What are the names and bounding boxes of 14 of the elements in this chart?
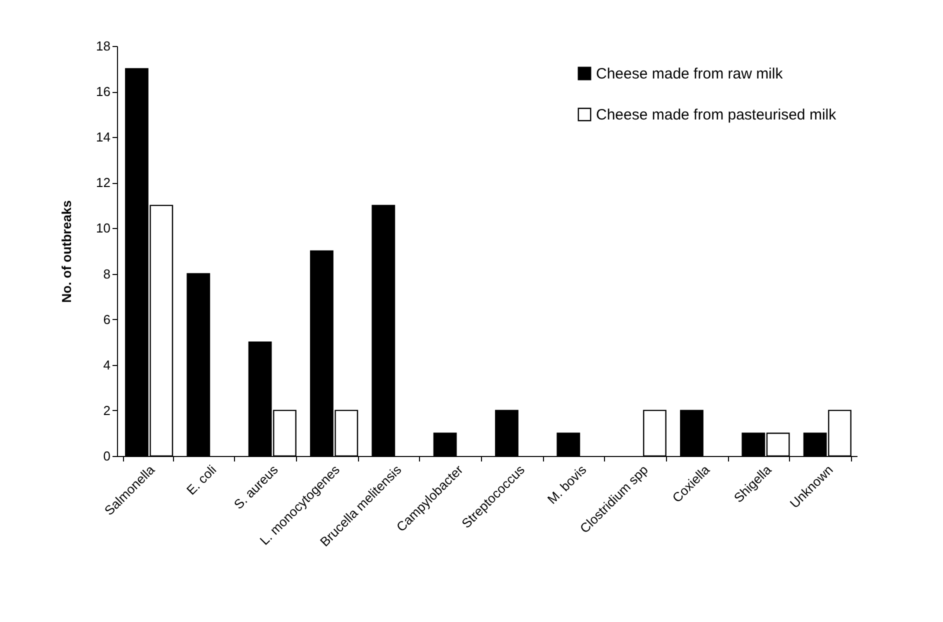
y-tick-label: 0 bbox=[103, 448, 110, 464]
y-tick-label: 6 bbox=[103, 312, 110, 327]
y-tick-label: 8 bbox=[103, 266, 110, 282]
legend-label: Cheese made from pasteurised milk bbox=[596, 106, 837, 124]
y-tick-label: 16 bbox=[96, 84, 110, 100]
y-tick-label: 14 bbox=[96, 130, 110, 145]
y-tick-label: 2 bbox=[103, 402, 110, 418]
x-tick-label: E. coli bbox=[184, 462, 220, 498]
y-tick-label: 10 bbox=[96, 220, 110, 236]
y-tick-label: 4 bbox=[103, 357, 110, 372]
y-axis-title: No. of outbreaks bbox=[59, 200, 74, 303]
y-tick-label: 18 bbox=[96, 38, 110, 54]
legend-label: Cheese made from raw milk bbox=[596, 66, 784, 82]
y-tick-label: 12 bbox=[96, 175, 110, 190]
